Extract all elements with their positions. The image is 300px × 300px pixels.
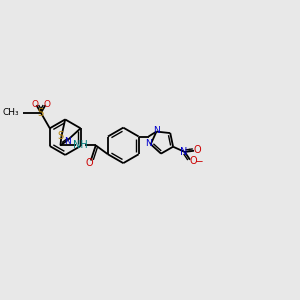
Text: −: − xyxy=(194,157,203,167)
Text: N: N xyxy=(153,126,160,135)
Text: O: O xyxy=(85,158,93,168)
Text: N: N xyxy=(180,147,188,157)
Text: O: O xyxy=(44,100,51,109)
Text: +: + xyxy=(186,148,191,154)
Text: CH₃: CH₃ xyxy=(3,108,19,117)
Text: S: S xyxy=(57,131,63,141)
Text: S: S xyxy=(38,108,44,118)
Text: O: O xyxy=(193,145,201,155)
Text: NH: NH xyxy=(73,140,87,150)
Text: N: N xyxy=(64,137,71,146)
Text: N: N xyxy=(146,139,152,148)
Text: O: O xyxy=(189,156,197,166)
Text: O: O xyxy=(31,100,38,109)
